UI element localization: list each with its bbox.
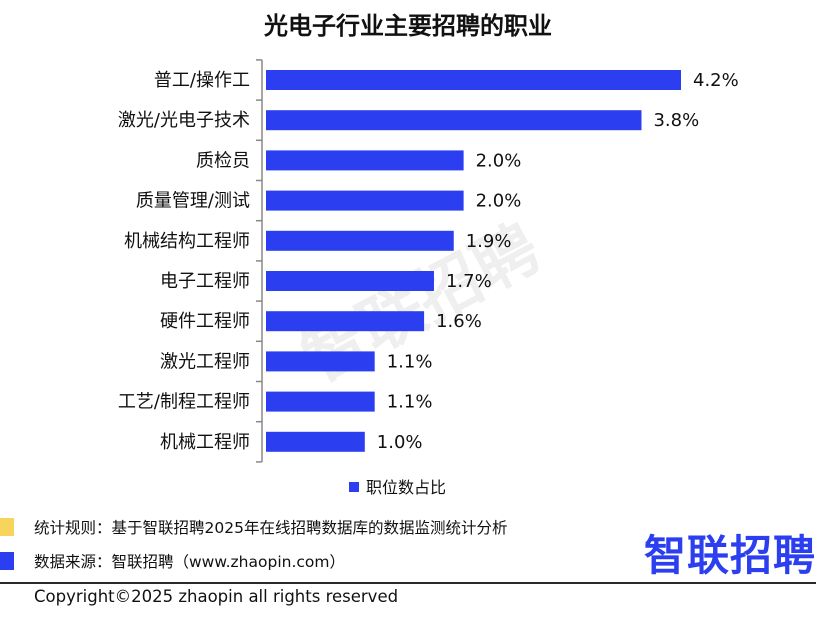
legend: 职位数占比 xyxy=(349,478,446,497)
category-label: 普工/操作工 xyxy=(154,70,250,91)
note-source-text: 数据来源：智联招聘（www.zhaopin.com） xyxy=(34,553,345,571)
data-label: 1.7% xyxy=(446,271,492,292)
note-rule-marker xyxy=(0,518,14,536)
data-label: 4.2% xyxy=(693,70,739,91)
category-label: 质检员 xyxy=(196,150,250,171)
data-label: 1.9% xyxy=(466,231,512,252)
data-label: 1.6% xyxy=(436,311,482,332)
brand-logo: 智联招聘 xyxy=(644,531,816,580)
bar xyxy=(266,150,464,171)
data-label: 3.8% xyxy=(653,110,699,131)
legend-swatch xyxy=(349,482,359,492)
category-label: 质量管理/测试 xyxy=(136,191,250,212)
note-statistics-rule: 统计规则：基于智联招聘2025年在线招聘数据库的数据监测统计分析 xyxy=(0,516,507,538)
category-label: 硬件工程师 xyxy=(160,311,250,332)
bar xyxy=(266,190,464,211)
category-label: 工艺/制程工程师 xyxy=(118,392,250,413)
category-label: 机械结构工程师 xyxy=(124,231,250,252)
data-label: 2.0% xyxy=(476,150,522,171)
data-label: 1.1% xyxy=(387,392,433,413)
category-label: 电子工程师 xyxy=(160,271,250,292)
category-label: 激光/光电子技术 xyxy=(118,110,250,131)
bar xyxy=(266,70,681,90)
note-source-marker xyxy=(0,552,14,570)
data-label: 2.0% xyxy=(476,191,522,212)
bar xyxy=(266,110,642,131)
chart-title: 光电子行业主要招聘的职业 xyxy=(263,12,552,40)
copyright-text: Copyright©2025 zhaopin all rights reserv… xyxy=(34,587,399,606)
footer-divider xyxy=(0,582,816,584)
data-label: 1.1% xyxy=(387,351,433,372)
bar xyxy=(266,351,375,372)
bar-chart: 智联招聘 光电子行业主要招聘的职业 普工/操作工 4.2%激光/光电子技术 3.8%… xyxy=(118,12,739,497)
bar xyxy=(266,271,434,291)
data-label: 1.0% xyxy=(377,432,423,453)
category-label: 机械工程师 xyxy=(160,432,250,453)
bar xyxy=(266,311,425,332)
category-label: 激光工程师 xyxy=(160,351,250,372)
note-data-source: 数据来源：智联招聘（www.zhaopin.com） xyxy=(0,550,345,572)
note-rule-text: 统计规则：基于智联招聘2025年在线招聘数据库的数据监测统计分析 xyxy=(34,519,508,537)
bar xyxy=(266,230,454,251)
bar xyxy=(266,391,375,412)
legend-label: 职位数占比 xyxy=(366,478,446,497)
plot-area: 普工/操作工 4.2% 激光/光电子技术 3.8% 质检员 2.0% 质量管理/测试 2.0%… xyxy=(118,59,739,463)
bar xyxy=(266,431,365,452)
